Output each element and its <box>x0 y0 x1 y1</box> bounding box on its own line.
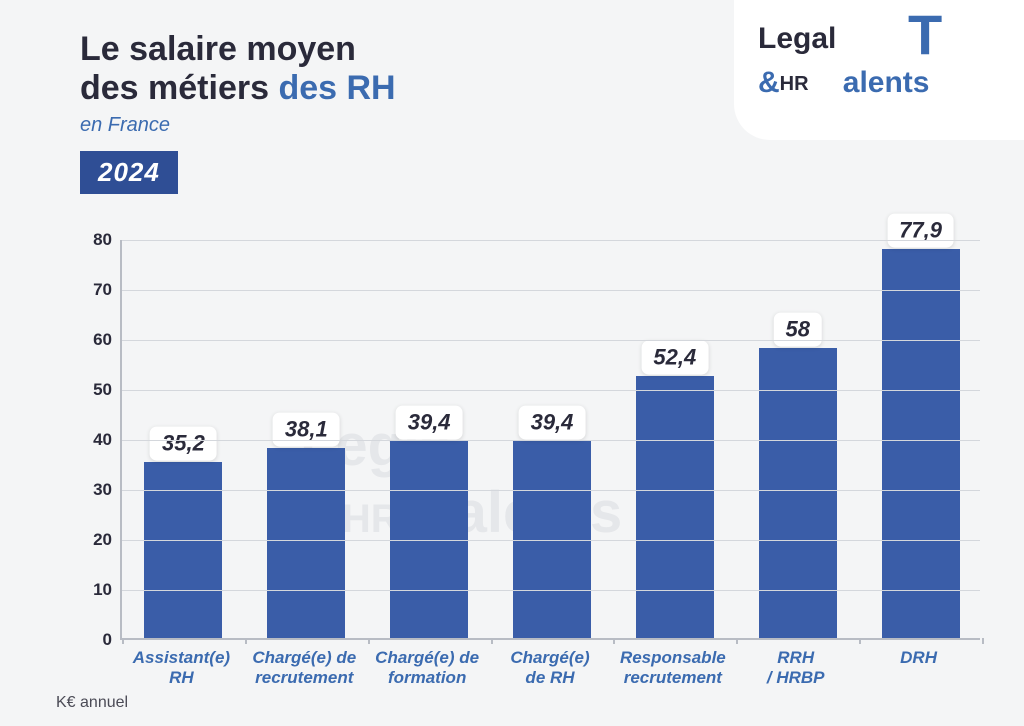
year-badge: 2024 <box>80 151 178 194</box>
logo-ampersand-icon: & <box>758 66 780 99</box>
grid-line <box>122 440 980 441</box>
grid-line <box>122 340 980 341</box>
chart-x-labels: Assistant(e) RH Chargé(e) de recrutement C… <box>120 648 980 708</box>
x-category-label: Responsable recrutement <box>620 648 726 687</box>
logo-hr: HR <box>780 73 809 95</box>
title-line-2-prefix: des métiers <box>80 69 278 107</box>
grid-line <box>122 240 980 241</box>
x-tick-mark <box>859 638 861 644</box>
x-category-label: Chargé(e) de recrutement <box>252 648 356 687</box>
y-tick-label: 20 <box>93 530 112 550</box>
y-tick-label: 50 <box>93 380 112 400</box>
bar <box>267 448 345 639</box>
y-tick-label: 60 <box>93 330 112 350</box>
bar <box>882 249 960 639</box>
subtitle: en France <box>80 114 396 137</box>
bar-value-label: 77,9 <box>887 213 954 247</box>
x-category-label: Assistant(e) RH <box>133 648 230 687</box>
title-line-2: des métiers des RH <box>80 69 396 108</box>
bar <box>144 462 222 638</box>
bar-value-label: 58 <box>773 313 821 347</box>
x-category-label: Chargé(e) de RH <box>510 648 589 687</box>
salary-bar-chart: 35,238,139,439,452,45877,9 0102030405060… <box>80 240 980 640</box>
y-tick-label: 70 <box>93 280 112 300</box>
grid-line <box>122 290 980 291</box>
grid-line <box>122 390 980 391</box>
bar-value-label: 35,2 <box>150 427 217 461</box>
x-category-label: Chargé(e) de formation <box>375 648 479 687</box>
chart-plot-area: 35,238,139,439,452,45877,9 0102030405060… <box>120 240 980 640</box>
bar-value-label: 39,4 <box>519 406 586 440</box>
title-line-2-accent: des RH <box>278 69 395 107</box>
x-category-label: DRH <box>900 648 937 668</box>
grid-line <box>122 540 980 541</box>
title-line-1: Le salaire moyen <box>80 30 396 69</box>
y-tick-label: 10 <box>93 580 112 600</box>
unit-label: K€ annuel <box>56 694 128 712</box>
chart-bars-layer: 35,238,139,439,452,45877,9 <box>122 240 980 638</box>
grid-line <box>122 490 980 491</box>
grid-line <box>122 590 980 591</box>
title-block: Le salaire moyen des métiers des RH en F… <box>80 30 396 194</box>
x-tick-mark <box>736 638 738 644</box>
x-tick-mark <box>245 638 247 644</box>
x-tick-mark <box>982 638 984 644</box>
logo-tall-t-icon: T <box>908 18 942 52</box>
bar-value-label: 38,1 <box>273 412 340 446</box>
y-tick-label: 0 <box>103 630 112 650</box>
x-category-label: RRH / HRBP <box>767 648 825 687</box>
logo-legal: Legal <box>758 22 836 55</box>
bar <box>759 348 837 638</box>
x-tick-mark <box>122 638 124 644</box>
brand-logo: LegalT &HRTalents <box>734 0 1024 140</box>
y-tick-label: 40 <box>93 430 112 450</box>
bar <box>636 376 714 638</box>
y-tick-label: 30 <box>93 480 112 500</box>
x-tick-mark <box>368 638 370 644</box>
x-tick-mark <box>613 638 615 644</box>
y-tick-label: 80 <box>93 230 112 250</box>
x-tick-mark <box>491 638 493 644</box>
logo-alents: alents <box>843 66 930 99</box>
bar-value-label: 52,4 <box>641 341 708 375</box>
bar-value-label: 39,4 <box>396 406 463 440</box>
brand-logo-text: LegalT &HRTalents <box>758 22 1006 100</box>
